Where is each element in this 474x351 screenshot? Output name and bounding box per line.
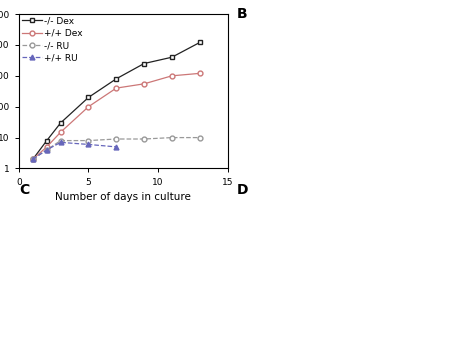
+/+ RU [58,140,64,145]
X-axis label: Number of days in culture: Number of days in culture [55,192,191,202]
+/+ Dex [141,82,147,86]
-/- Dex [44,139,50,143]
Line: -/- Dex: -/- Dex [30,40,202,161]
-/- Dex [86,95,91,100]
Line: -/- RU: -/- RU [30,135,202,161]
-/- Dex [30,157,36,161]
-/- Dex [197,40,202,45]
+/+ RU [113,145,119,149]
+/+ Dex [113,86,119,90]
-/- RU [113,137,119,141]
Line: +/+ RU: +/+ RU [30,140,118,161]
-/- RU [141,137,147,141]
Line: +/+ Dex: +/+ Dex [30,71,202,161]
-/- RU [58,139,64,143]
+/+ RU [44,148,50,152]
+/+ Dex [58,130,64,134]
-/- Dex [169,55,175,59]
-/- Dex [141,61,147,66]
-/- Dex [58,121,64,125]
Legend: -/- Dex, +/+ Dex, -/- RU, +/+ RU: -/- Dex, +/+ Dex, -/- RU, +/+ RU [21,16,84,63]
-/- RU [197,135,202,140]
+/+ Dex [86,105,91,109]
-/- RU [169,135,175,140]
+/+ RU [30,157,36,161]
+/+ Dex [44,145,50,149]
+/+ Dex [30,157,36,161]
Text: B: B [237,7,247,21]
-/- Dex [113,77,119,81]
Text: D: D [237,183,248,197]
+/+ RU [86,143,91,147]
-/- RU [30,157,36,161]
Text: C: C [19,183,29,197]
-/- RU [86,139,91,143]
-/- RU [44,148,50,152]
+/+ Dex [197,71,202,75]
+/+ Dex [169,74,175,78]
